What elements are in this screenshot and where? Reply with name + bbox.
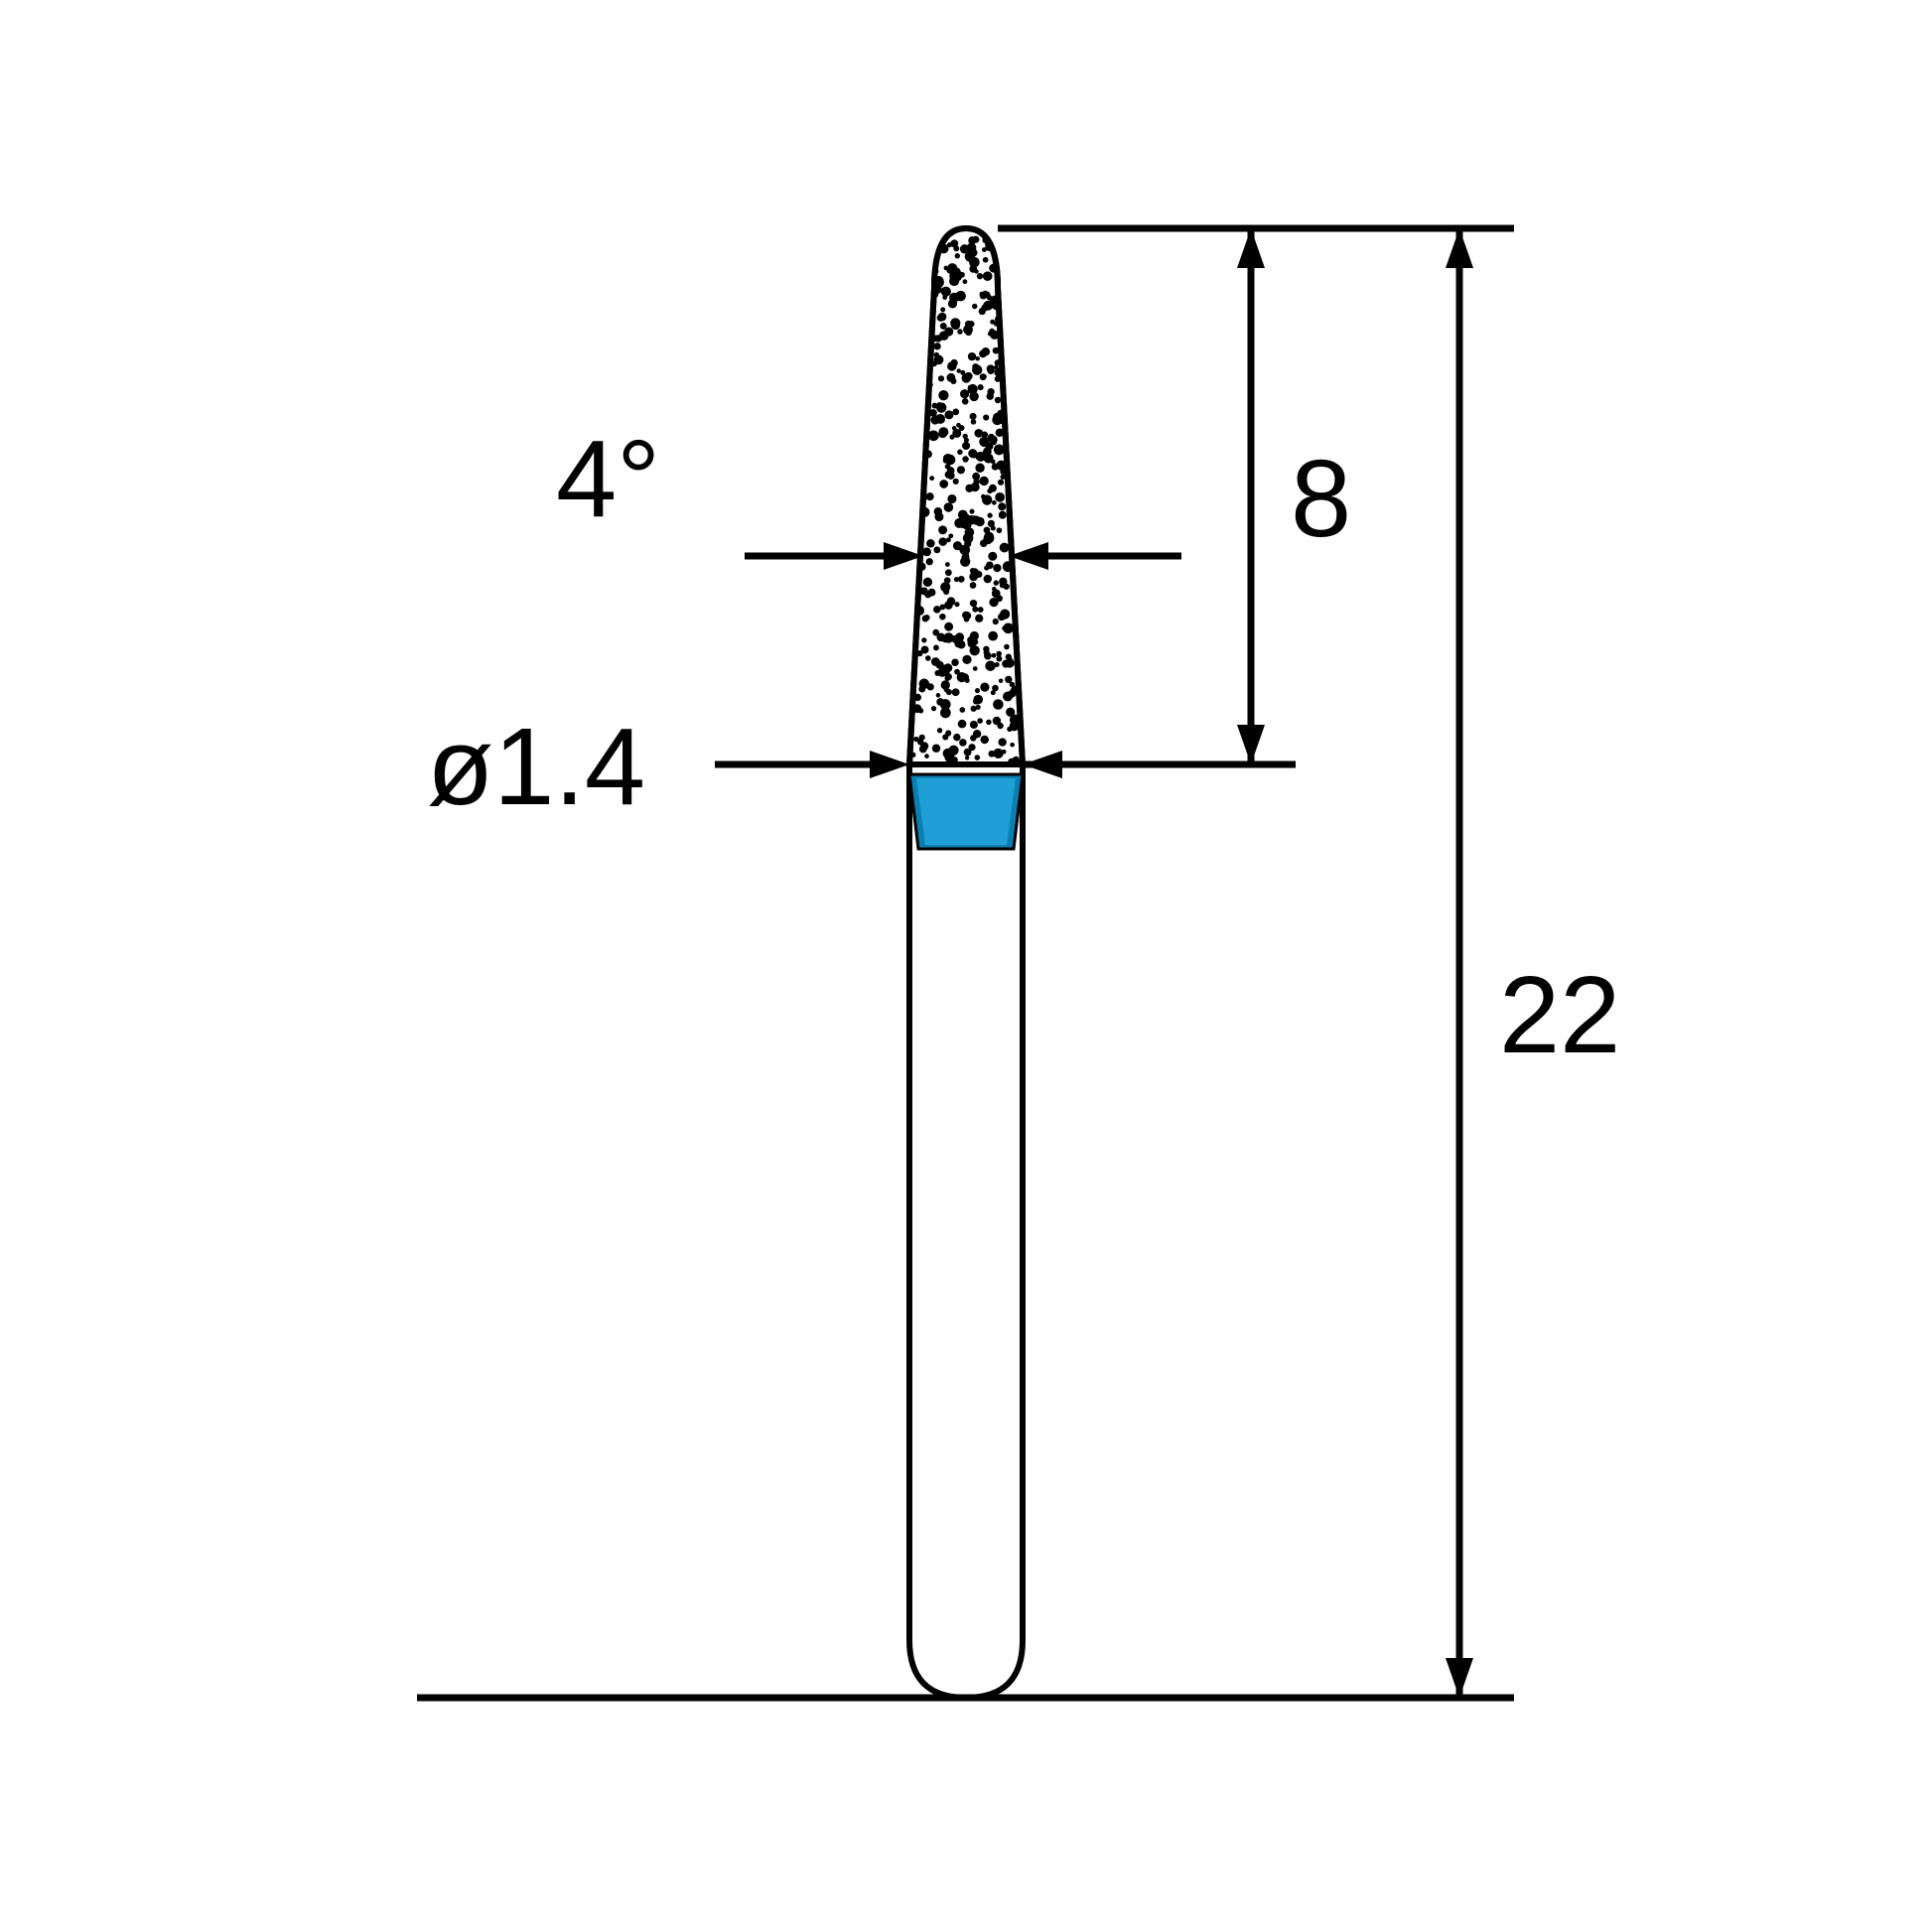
dim-label-total: 22 bbox=[1499, 954, 1620, 1076]
dim-label-head: 8 bbox=[1291, 438, 1351, 560]
dim-label-angle: 4° bbox=[556, 418, 660, 540]
color-band-inner bbox=[916, 778, 1016, 845]
dim-label-diameter: ø1.4 bbox=[427, 706, 645, 828]
